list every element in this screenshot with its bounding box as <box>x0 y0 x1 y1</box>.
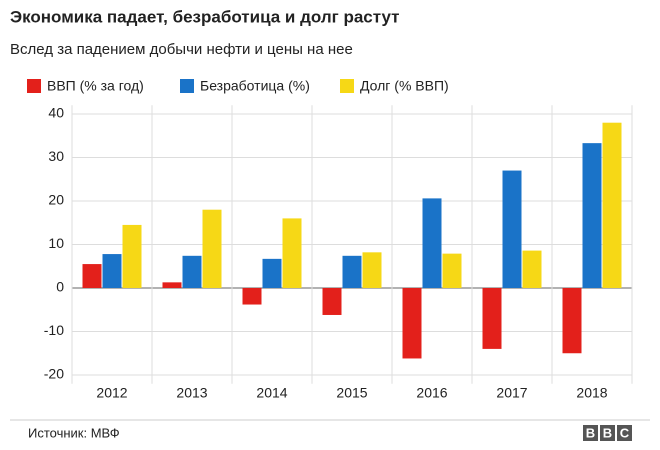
legend-label: ВВП (% за год) <box>47 78 144 94</box>
y-tick-label: -20 <box>44 366 64 382</box>
bar <box>182 255 202 288</box>
bar <box>162 282 182 288</box>
bar <box>122 224 142 288</box>
bar <box>322 288 342 315</box>
bar <box>282 218 302 288</box>
y-tick-label: 20 <box>48 192 64 208</box>
x-tick-label: 2014 <box>256 385 287 401</box>
x-tick-label: 2015 <box>336 385 367 401</box>
legend-swatch <box>340 79 354 93</box>
logo-box <box>583 425 598 441</box>
source: Источник: МВФ <box>28 425 120 440</box>
bar <box>442 253 462 288</box>
y-tick-label: -10 <box>44 322 64 338</box>
bar <box>102 254 122 288</box>
chart-subtitle: Вслед за падением добычи нефти и цены на… <box>10 41 353 58</box>
logo: B <box>603 425 612 440</box>
x-tick-label: 2018 <box>576 385 607 401</box>
x-tick-label: 2017 <box>496 385 527 401</box>
legend-label: Безработица (%) <box>200 78 310 94</box>
legend-swatch <box>180 79 194 93</box>
y-tick-label: 30 <box>48 148 64 164</box>
x-tick-label: 2016 <box>416 385 447 401</box>
bar <box>202 209 222 288</box>
bar <box>602 122 622 288</box>
bar <box>562 288 582 354</box>
logo: C <box>620 425 630 440</box>
logo: B <box>586 425 595 440</box>
bar <box>402 288 422 359</box>
bar <box>522 250 542 288</box>
logo-box <box>617 425 632 441</box>
y-tick-label: 0 <box>56 279 64 295</box>
legend-swatch <box>27 79 41 93</box>
bar <box>362 252 382 288</box>
bar <box>242 288 262 305</box>
chart-title: Экономика падает, безработица и долг рас… <box>10 7 399 26</box>
logo-box <box>600 425 615 441</box>
bar <box>422 198 442 288</box>
bar <box>342 255 362 288</box>
bar <box>262 258 282 288</box>
legend-label: Долг (% ВВП) <box>360 78 449 94</box>
x-tick-label: 2013 <box>176 385 207 401</box>
y-tick-label: 10 <box>48 235 64 251</box>
bar <box>582 143 602 288</box>
x-tick-label: 2012 <box>96 385 127 401</box>
bar <box>502 170 522 288</box>
bar <box>82 264 102 288</box>
y-tick-label: 40 <box>48 105 64 121</box>
bar <box>482 288 502 349</box>
